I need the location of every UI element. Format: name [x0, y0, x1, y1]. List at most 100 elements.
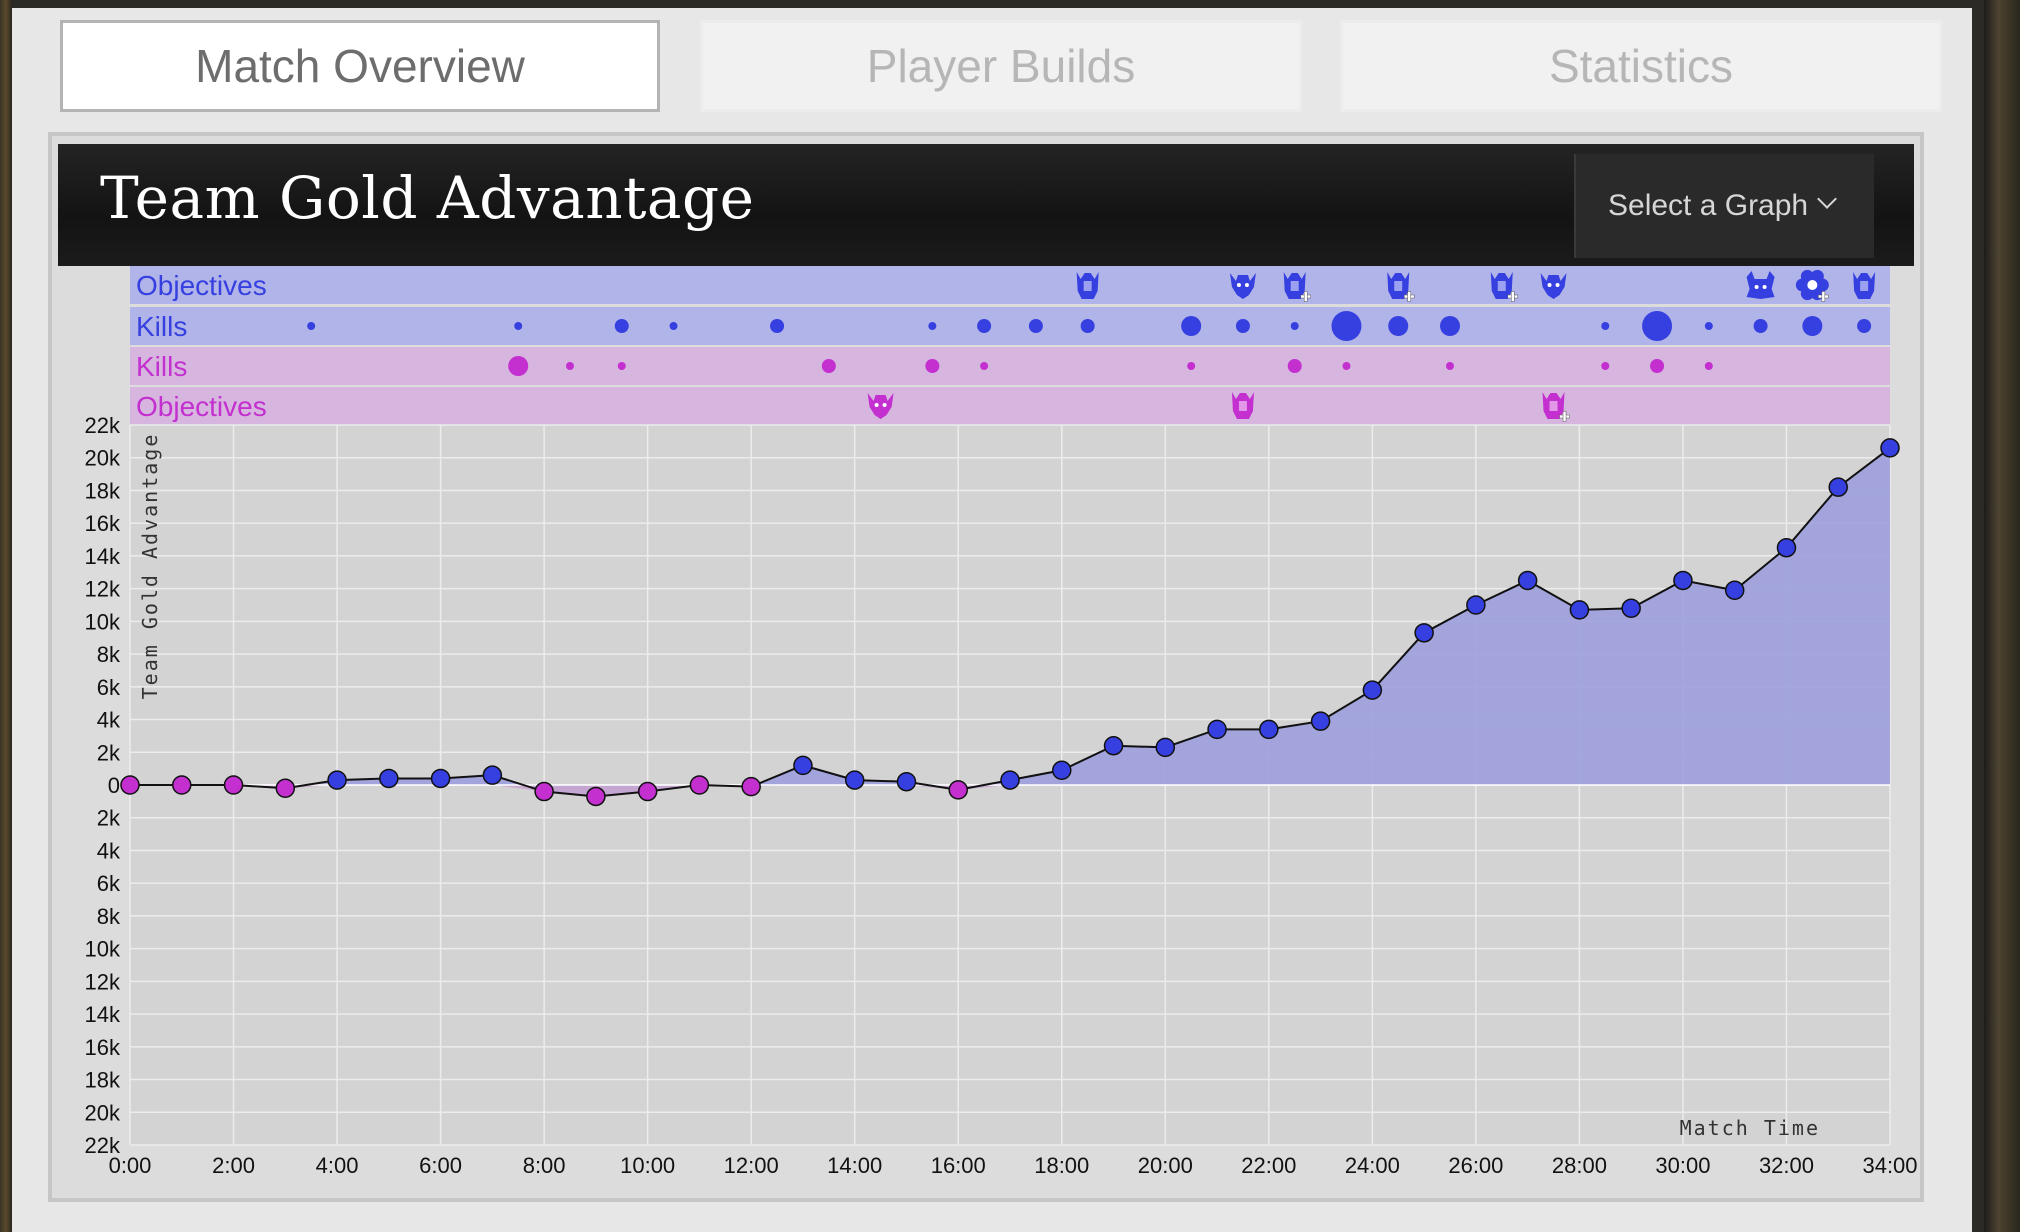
mercenary-icon[interactable] [1490, 272, 1519, 302]
blue-kill-marker[interactable] [1028, 319, 1043, 333]
data-point[interactable] [1310, 711, 1331, 731]
blue-kill-marker[interactable] [307, 322, 316, 330]
data-point[interactable] [586, 786, 606, 807]
blue-kill-marker[interactable] [1857, 319, 1872, 333]
blue-kill-marker[interactable] [1290, 322, 1299, 330]
purple-kill-marker[interactable] [1446, 362, 1454, 370]
plus-v [1821, 291, 1826, 302]
blue-kill-marker[interactable] [1753, 319, 1768, 333]
data-point[interactable] [1414, 623, 1434, 643]
data-point[interactable] [1052, 760, 1072, 781]
advantage-area [130, 447, 1890, 797]
data-point[interactable] [948, 780, 968, 800]
boss-icon[interactable] [867, 393, 894, 419]
x-tick-label: 0:00 [109, 1153, 152, 1178]
data-point[interactable] [1621, 598, 1641, 619]
data-point[interactable] [430, 768, 451, 789]
blue-kill-marker[interactable] [928, 322, 937, 330]
data-point[interactable] [741, 776, 761, 797]
purple-kill-marker[interactable] [1287, 359, 1302, 373]
data-point[interactable] [1259, 719, 1279, 740]
purple-kill-marker[interactable] [1650, 359, 1665, 373]
blue-kill-marker[interactable] [614, 319, 629, 333]
y-tick-label: 10k [85, 937, 121, 962]
data-point[interactable] [1776, 537, 1797, 558]
data-point[interactable] [637, 781, 658, 802]
blue-kill-marker[interactable] [1388, 316, 1409, 336]
data-point[interactable] [379, 768, 399, 789]
blue-kill-marker[interactable] [770, 319, 785, 333]
boss-icon[interactable] [1229, 273, 1256, 299]
data-point[interactable] [1673, 570, 1693, 591]
eye [1244, 283, 1249, 287]
data-point[interactable] [1103, 735, 1124, 756]
blue-kill-marker[interactable] [1331, 311, 1362, 341]
purple-kill-marker[interactable] [508, 356, 529, 376]
x-tick-label: 4:00 [316, 1153, 359, 1178]
x-axis-label: Match Time [1680, 1116, 1820, 1140]
data-point[interactable] [1362, 680, 1383, 700]
blue-kill-marker[interactable] [977, 319, 992, 333]
blue-kill-marker[interactable] [1802, 316, 1823, 336]
mercenary-icon[interactable] [1283, 272, 1311, 302]
tab-match-overview[interactable]: Match Overview [60, 20, 660, 112]
blue-kill-marker[interactable] [669, 322, 678, 330]
graph-select-dropdown[interactable]: Select a Graph [1574, 154, 1874, 258]
data-point[interactable] [1724, 580, 1745, 601]
mark [1549, 401, 1558, 411]
data-point[interactable] [1569, 600, 1590, 620]
purple-kill-marker[interactable] [1601, 362, 1610, 370]
mercenary-icon[interactable] [1231, 392, 1254, 419]
flower-objective-icon[interactable] [1795, 269, 1829, 302]
data-point[interactable] [793, 755, 813, 776]
data-point[interactable] [844, 770, 865, 790]
purple-kill-marker[interactable] [1704, 362, 1713, 370]
tab-statistics[interactable]: Statistics [1340, 20, 1942, 112]
objectives-lane-purple [130, 387, 1890, 425]
purple-kill-marker[interactable] [566, 362, 574, 370]
data-point[interactable] [1207, 719, 1227, 740]
purple-kill-marker[interactable] [925, 359, 940, 373]
blue-kill-marker[interactable] [1181, 316, 1202, 336]
x-tick-label: 8:00 [523, 1153, 566, 1178]
blue-kill-marker[interactable] [1080, 319, 1095, 333]
eye [874, 403, 879, 407]
data-point[interactable] [1000, 770, 1020, 790]
purple-kill-marker[interactable] [1187, 362, 1196, 370]
blue-kill-marker[interactable] [1601, 322, 1610, 330]
mark [1238, 401, 1247, 411]
purple-kill-marker[interactable] [821, 359, 836, 373]
tab-player-builds[interactable]: Player Builds [700, 20, 1302, 112]
blue-kill-marker[interactable] [1440, 316, 1460, 336]
mercenary-icon[interactable] [1387, 272, 1415, 302]
blue-kill-marker[interactable] [1642, 311, 1673, 341]
purple-kill-marker[interactable] [617, 362, 626, 370]
data-point[interactable] [1466, 595, 1486, 615]
purple-kill-marker[interactable] [980, 362, 989, 370]
data-point[interactable] [120, 775, 140, 795]
data-point[interactable] [1880, 438, 1900, 458]
data-point[interactable] [275, 778, 296, 799]
data-point[interactable] [1155, 737, 1176, 758]
boss-icon[interactable] [1540, 273, 1567, 299]
crab-boss-icon[interactable] [1746, 271, 1775, 299]
data-point[interactable] [689, 775, 710, 795]
mercenary-icon[interactable] [1542, 392, 1570, 422]
blue-kill-marker[interactable] [514, 322, 523, 330]
data-point[interactable] [1828, 477, 1848, 497]
mercenary-icon[interactable] [1853, 272, 1876, 299]
blue-kill-marker[interactable] [1704, 322, 1713, 330]
blue-kill-marker[interactable] [1235, 319, 1250, 333]
data-point[interactable] [534, 781, 554, 802]
data-point[interactable] [1517, 570, 1538, 591]
data-point[interactable] [327, 770, 347, 790]
lane-label: Kills [136, 351, 187, 382]
data-point[interactable] [172, 775, 192, 795]
purple-kill-marker[interactable] [1342, 362, 1351, 370]
y-tick-label: 20k [85, 1100, 121, 1125]
data-point[interactable] [896, 771, 917, 792]
y-tick-label: 8k [97, 642, 121, 667]
data-point[interactable] [482, 765, 503, 785]
mercenary-icon[interactable] [1076, 272, 1099, 299]
data-point[interactable] [223, 775, 244, 795]
